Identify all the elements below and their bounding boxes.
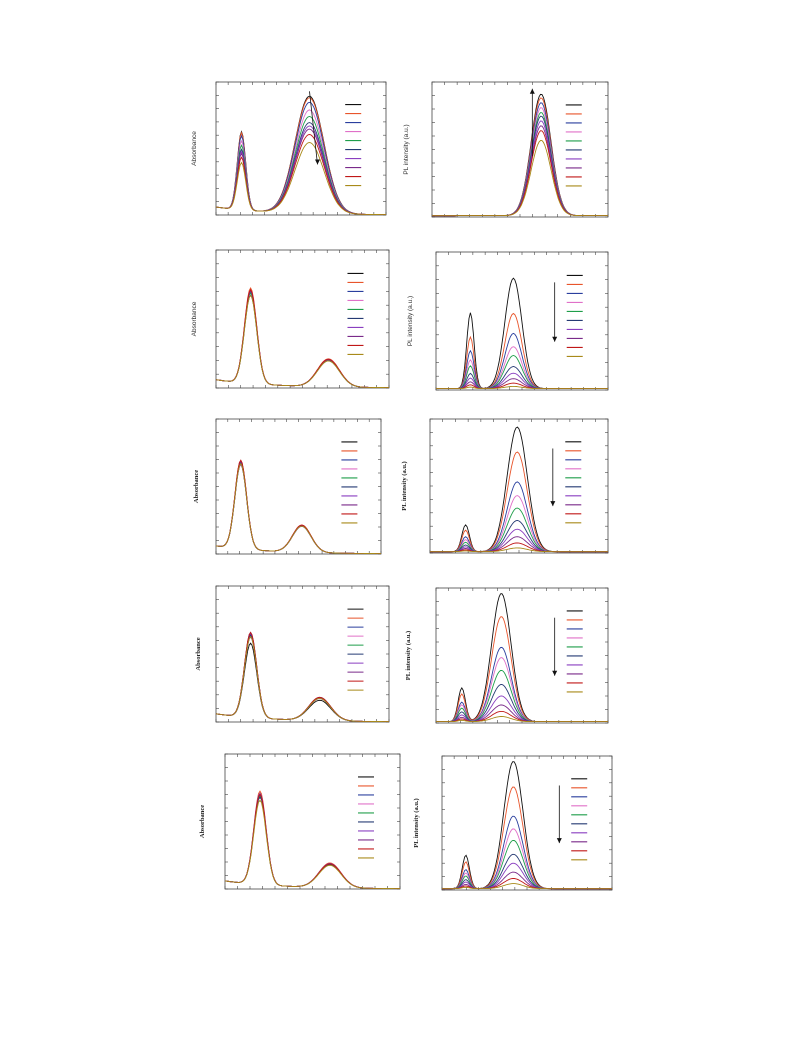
series-line-5 <box>215 291 389 389</box>
series-line-9 <box>215 288 389 389</box>
series-line-10 <box>436 716 608 723</box>
series-line-10 <box>215 142 386 216</box>
series-line-10 <box>215 463 381 555</box>
series-line-8 <box>224 792 400 890</box>
y-axis-label: Absorbance <box>199 805 206 838</box>
trend-arrow <box>556 785 562 844</box>
y-axis-label: PL intensity (a.u.) <box>413 798 420 847</box>
y-axis-label: Absorbance <box>193 470 200 503</box>
series-line-2 <box>215 287 389 389</box>
series-line-3 <box>215 631 389 723</box>
series-line-9 <box>215 459 381 555</box>
series-line-2 <box>215 97 386 216</box>
series-line-7 <box>215 636 389 723</box>
y-axis-label: PL intensity (a.u.) <box>407 296 414 346</box>
series-line-7 <box>215 290 389 389</box>
y-axis-label: PL intensity (a.u.) <box>403 124 410 174</box>
panel-10: PL intensity (a.u.) <box>413 755 613 891</box>
series-line-4 <box>215 634 389 723</box>
series-line-10 <box>442 883 612 890</box>
series-line-10 <box>224 799 400 890</box>
series-line-5 <box>215 635 389 723</box>
series-line-1 <box>430 426 608 553</box>
series-line-3 <box>215 289 389 389</box>
series-line-3 <box>430 481 608 553</box>
series-line-10 <box>215 635 389 723</box>
panel-6: PL intensity (a.u.) <box>401 418 609 554</box>
series-line-1 <box>436 277 608 390</box>
panel-1: Absorbance <box>191 81 387 216</box>
series-line-7 <box>224 793 400 890</box>
series-line-8 <box>215 632 389 723</box>
trend-arrow <box>552 617 558 676</box>
series-line-2 <box>432 97 608 217</box>
series-line-10 <box>430 547 608 553</box>
series-line-9 <box>215 631 389 723</box>
series-line-10 <box>215 294 389 389</box>
series-line-8 <box>215 290 389 389</box>
series-line-6 <box>224 796 400 890</box>
y-axis-label: PL intensity (a.u.) <box>405 631 412 680</box>
plot-frame <box>429 418 609 554</box>
trend-arrow <box>309 91 320 165</box>
y-axis-label: Absorbance <box>195 637 202 670</box>
y-axis-label: PL intensity (a.u.) <box>401 461 408 510</box>
series-line-6 <box>430 520 608 553</box>
series-line-10 <box>436 385 608 390</box>
panel-3: Absorbance <box>191 249 390 389</box>
trend-arrow <box>552 282 558 342</box>
series-line-6 <box>432 115 608 217</box>
panel-2: PL intensity (a.u.) <box>403 81 609 218</box>
series-line-4 <box>432 107 608 217</box>
series-line-2 <box>436 616 608 723</box>
series-line-1 <box>215 461 381 555</box>
panel-9: Absorbance <box>199 753 401 890</box>
series-line-10 <box>432 140 608 217</box>
trend-arrow <box>550 448 556 507</box>
series-line-1 <box>432 93 608 217</box>
series-line-5 <box>224 795 400 890</box>
series-line-2 <box>442 786 612 890</box>
series-line-6 <box>215 634 389 723</box>
series-line-4 <box>224 792 400 890</box>
panel-8: PL intensity (a.u.) <box>405 587 609 724</box>
series-line-1 <box>224 793 400 890</box>
panel-5: Absorbance <box>193 418 382 555</box>
series-line-5 <box>215 462 381 555</box>
panel-7: Absorbance <box>195 585 390 723</box>
series-line-7 <box>215 125 386 216</box>
series-line-1 <box>215 290 389 389</box>
series-line-3 <box>215 460 381 555</box>
y-axis-label: Absorbance <box>191 131 198 166</box>
series-line-4 <box>215 289 389 389</box>
series-line-2 <box>215 459 381 555</box>
panel-4: PL intensity (a.u.) <box>407 251 609 391</box>
series-line-2 <box>215 632 389 723</box>
series-line-9 <box>215 134 386 216</box>
trend-arrow <box>529 88 535 157</box>
series-line-3 <box>224 793 400 890</box>
y-axis-label: Absorbance <box>191 301 198 336</box>
series-line-4 <box>215 462 381 555</box>
series-line-5 <box>432 112 608 217</box>
series-line-8 <box>215 460 381 555</box>
series-line-9 <box>224 793 400 890</box>
